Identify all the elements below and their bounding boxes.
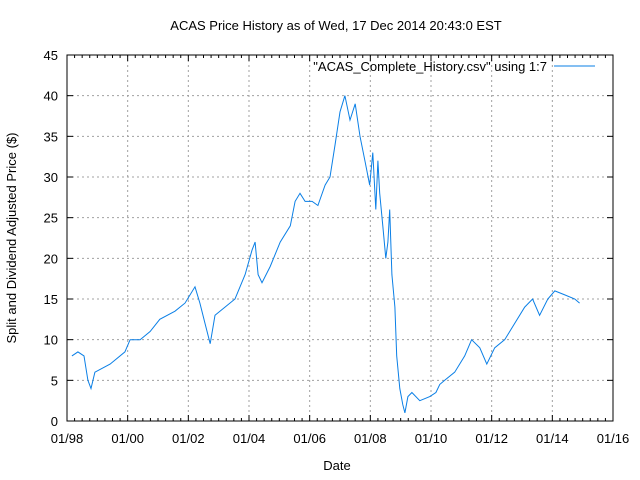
y-tick-label: 25: [44, 211, 58, 226]
x-tick-label: 01/02: [172, 431, 205, 446]
chart-title: ACAS Price History as of Wed, 17 Dec 201…: [170, 18, 501, 33]
x-tick-label: 01/04: [233, 431, 266, 446]
x-tick-label: 01/06: [293, 431, 326, 446]
y-tick-label: 15: [44, 292, 58, 307]
y-tick-label: 5: [51, 373, 58, 388]
x-tick-label: 01/98: [51, 431, 84, 446]
x-tick-label: 01/00: [111, 431, 144, 446]
x-tick-label: 01/14: [536, 431, 569, 446]
y-tick-label: 10: [44, 333, 58, 348]
y-tick-label: 30: [44, 170, 58, 185]
y-tick-label: 40: [44, 89, 58, 104]
axis-ticks: [66, 54, 614, 422]
x-tick-labels: 01/98 01/00 01/02 01/04 01/06 01/08 01/10 01/12…: [51, 431, 630, 446]
y-tick-labels: 0 5 10 15 20 25 30 35 40 45: [44, 48, 58, 429]
y-tick-label: 45: [44, 48, 58, 63]
x-tick-label: 01/10: [415, 431, 448, 446]
legend: "ACAS_Complete_History.csv" using 1:7: [313, 59, 595, 74]
y-tick-label: 0: [51, 414, 58, 429]
legend-label: "ACAS_Complete_History.csv" using 1:7: [313, 59, 547, 74]
y-tick-label: 35: [44, 129, 58, 144]
y-tick-label: 20: [44, 251, 58, 266]
x-tick-label: 01/12: [475, 431, 508, 446]
plot-border: [66, 54, 614, 422]
grid-lines: [67, 55, 613, 421]
y-axis-label: Split and Dividend Adjusted Price ($): [4, 132, 19, 343]
x-tick-label: 01/16: [597, 431, 630, 446]
x-axis-label: Date: [323, 458, 350, 473]
x-tick-label: 01/08: [354, 431, 387, 446]
series-line-acas-price: [71, 95, 580, 414]
